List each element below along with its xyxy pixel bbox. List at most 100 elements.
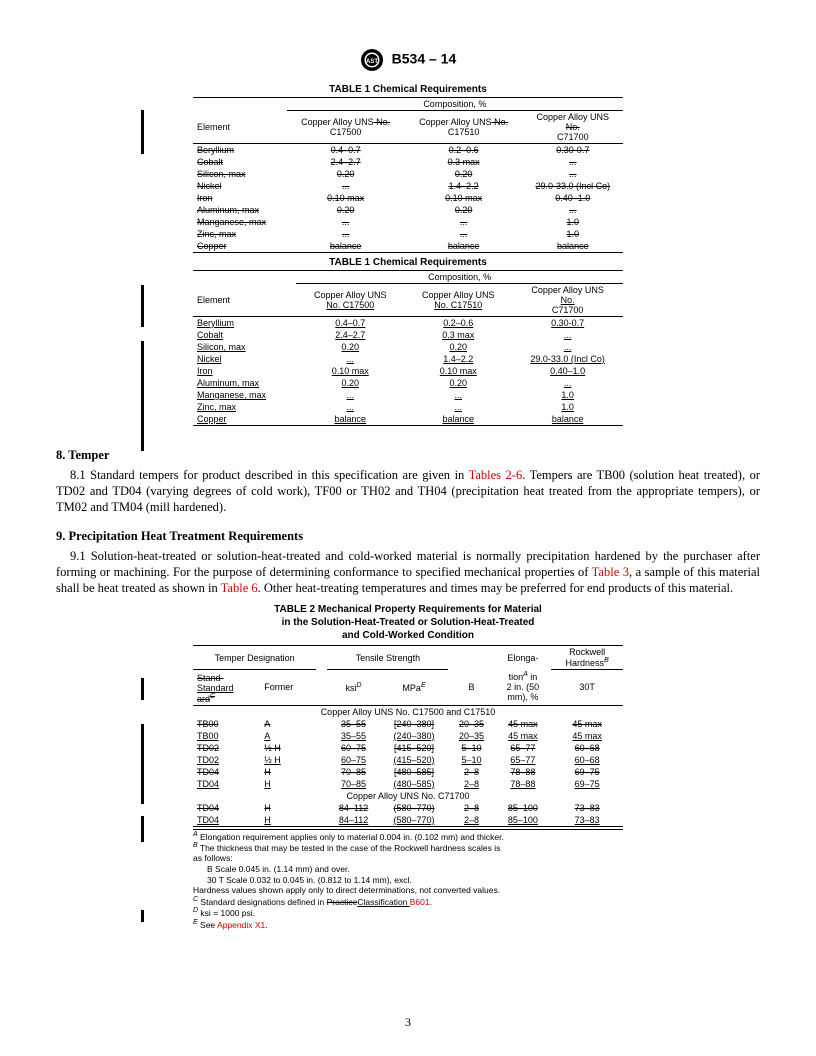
cell: 70–85 [327, 778, 379, 790]
text: . Other heat-treating temperatures and t… [258, 581, 734, 595]
cell: 60–75 [327, 742, 379, 754]
ksi-header: ksiD [327, 670, 379, 706]
cell: Manganese, max [193, 216, 287, 228]
tables-2-6-link[interactable]: Tables 2-6 [469, 468, 523, 482]
astm-logo-icon: AST [360, 48, 384, 72]
cell: 29.0-33.0 (Incl Co) [512, 353, 623, 365]
appendix-x1-link[interactable]: Appendix X1 [217, 920, 265, 930]
cell: balance [287, 240, 405, 253]
cell: 35–55 [327, 718, 379, 730]
cell: ... [523, 168, 623, 180]
table-row: Zinc, max......1.0 [193, 401, 623, 413]
cell: 2.4–2.7 [296, 329, 404, 341]
table-row: TD02½ H60–75[415–520]5–1065–7760–68 [193, 742, 623, 754]
cell: Silicon, max [193, 168, 287, 180]
cell: 5–10 [448, 754, 494, 766]
table-row: TD04H70–85(480–585)2–878–8869–75 [193, 778, 623, 790]
table1-struck: Composition, % Element Copper Alloy UNS … [193, 97, 623, 253]
cell: 0.3 max [404, 329, 512, 341]
cell: ½ H [260, 754, 316, 766]
cell: 0.3 max [405, 156, 523, 168]
cell: 1.4–2.2 [404, 353, 512, 365]
former-header: Former [260, 670, 316, 706]
cell: Beryllium [193, 144, 287, 157]
cell: (415–520) [380, 754, 449, 766]
b601-link[interactable]: B601 [410, 897, 430, 907]
cell: Iron [193, 365, 296, 377]
cell: TB00 [193, 718, 260, 730]
table-row: TD04H84–112(580–770)2–885–10073–83 [193, 814, 623, 827]
cell: Zinc, max [193, 228, 287, 240]
table-row: Zinc, max......1.0 [193, 228, 623, 240]
table1-new: Composition, % Element Copper Alloy UNSN… [193, 270, 623, 426]
table-row: Nickel...1.4–2.229.0-33.0 (Incl Co) [193, 353, 623, 365]
cell: TD04 [193, 778, 260, 790]
cell: 0.20 [404, 377, 512, 389]
cell: 60–75 [327, 754, 379, 766]
cell: 0.20 [296, 377, 404, 389]
table2-title-2: in the Solution-Heat-Treated or Solution… [193, 617, 623, 628]
table-row: Iron0.10 max0.10 max0.40–1.0 [193, 365, 623, 377]
footnote-b: B The thickness that may be tested in th… [193, 842, 623, 853]
cell: 70–85 [327, 766, 379, 778]
cell: 0.30-0.7 [512, 317, 623, 330]
cell: 65–77 [495, 742, 552, 754]
footnote-b3: B Scale 0.045 in. (1.14 mm) and over. [193, 864, 623, 875]
b-header: B [448, 670, 494, 706]
table-row: TB00A35–55(240–380)20–3545 max45 max [193, 730, 623, 742]
cell: balance [296, 413, 404, 426]
cell: (240–380) [380, 730, 449, 742]
cell: 2–8 [448, 814, 494, 827]
table2-title-1: TABLE 2 Mechanical Property Requirements… [193, 604, 623, 615]
table-6-link[interactable]: Table 6 [221, 581, 258, 595]
table1-new-wrap: TABLE 1 Chemical Requirements Compositio… [193, 257, 623, 426]
table-row: Iron0.10 max0.10 max0.40–1.0 [193, 192, 623, 204]
cell: ... [404, 389, 512, 401]
cell: Silicon, max [193, 341, 296, 353]
cell: 0.20 [405, 204, 523, 216]
page: AST B534 – 14 TABLE 1 Chemical Requireme… [0, 0, 816, 1056]
cell: 0.20 [296, 341, 404, 353]
table-3-link[interactable]: Table 3 [592, 565, 629, 579]
cell: [240–380] [380, 718, 449, 730]
para-9-1: 9.1 Solution-heat-treated or solution-he… [56, 548, 760, 596]
cell: 0.40–1.0 [523, 192, 623, 204]
cell: 20–35 [448, 730, 494, 742]
cell: 45 max [495, 730, 552, 742]
cell: ... [296, 353, 404, 365]
group2-header: Copper Alloy UNS No. C71700 [193, 790, 623, 802]
cell: TD04 [193, 802, 260, 814]
cell: 20–35 [448, 718, 494, 730]
elong-header: Elonga- [495, 646, 552, 670]
cell: ... [296, 401, 404, 413]
cell: ... [523, 204, 623, 216]
cell: 78–88 [495, 766, 552, 778]
cell: 0.10 max [404, 365, 512, 377]
cell: 45 max [551, 730, 623, 742]
table2-title-3: and Cold-Worked Condition [193, 630, 623, 641]
cell: ... [523, 156, 623, 168]
cell: Cobalt [193, 156, 287, 168]
cell: 35–55 [327, 730, 379, 742]
cell: ... [287, 216, 405, 228]
cell: Aluminum, max [193, 204, 287, 216]
table-row: Beryllium0.4–0.70.2–0.60.30-0.7 [193, 317, 623, 330]
cell: balance [405, 240, 523, 253]
section-9-head: 9. Precipitation Heat Treatment Requirem… [56, 529, 760, 544]
cell: A [260, 730, 316, 742]
col-header: Copper Alloy UNSNo.C71700 [512, 284, 623, 317]
cell: [480–585] [380, 766, 449, 778]
svg-text:AST: AST [366, 59, 378, 65]
cell: 69–75 [551, 766, 623, 778]
cell: 85–100 [495, 814, 552, 827]
table1-title-rep: TABLE 1 Chemical Requirements [193, 257, 623, 268]
rockwell-header: RockwellHardnessB [551, 646, 623, 670]
table1-struck-wrap: TABLE 1 Chemical Requirements Compositio… [193, 84, 623, 253]
table-row: Copperbalancebalancebalance [193, 240, 623, 253]
cell: Beryllium [193, 317, 296, 330]
table2-wrap: TABLE 2 Mechanical Property Requirements… [193, 604, 623, 930]
cell: 0.2–0.6 [404, 317, 512, 330]
table-row: Aluminum, max0.200.20... [193, 377, 623, 389]
cell: Aluminum, max [193, 377, 296, 389]
table-row: Copperbalancebalancebalance [193, 413, 623, 426]
